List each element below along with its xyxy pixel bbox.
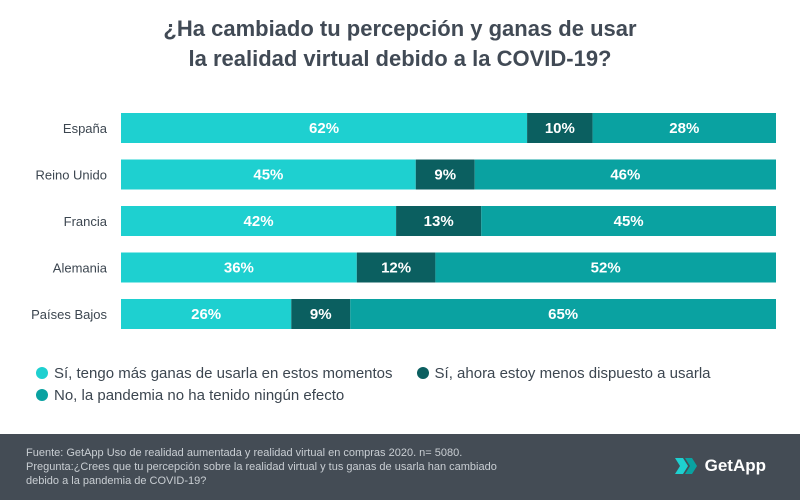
- bar-reino-unido-no-effect: [474, 159, 776, 190]
- question-note-line2: debido a la pandemia de COVID-19?: [26, 475, 207, 487]
- bar-espana-more-desire: [121, 113, 528, 143]
- data-label-reino-unido-less-willing: 9%: [434, 167, 456, 184]
- chart-title-line2: la realidad virtual debido a la COVID-19…: [188, 46, 612, 71]
- stacked-bar-chart: España 62% 10% 28% Reino Unido 45% 9% 46% Franci…: [31, 113, 776, 329]
- data-label-reino-unido-no-effect: 46%: [610, 167, 640, 184]
- legend-swatch-more-desire: [36, 367, 48, 379]
- category-label-alemania: Alemania: [53, 261, 108, 276]
- bar-paises-bajos-less-willing: [291, 299, 351, 329]
- getapp-logo: GetApp: [674, 456, 766, 476]
- legend-swatch-less-willing: [416, 367, 429, 379]
- bar-alemania-less-willing: [356, 252, 436, 283]
- footer: Fuente: GetApp Uso de realidad aumentada…: [0, 434, 800, 500]
- data-label-paises-bajos-no-effect: 65%: [548, 306, 578, 323]
- data-label-francia-less-willing: 13%: [424, 213, 454, 230]
- legend-swatch-no-effect: [36, 389, 48, 401]
- bar-reino-unido-less-willing: [415, 159, 475, 190]
- category-label-reino-unido: Reino Unido: [35, 168, 107, 183]
- data-label-espana-more-desire: 62%: [309, 120, 339, 137]
- chart-title: ¿Ha cambiado tu percepción y ganas de us…: [0, 14, 800, 74]
- legend-label-no-effect: No, la pandemia no ha tenido ningún efec…: [54, 386, 345, 404]
- legend-label-less-willing: Sí, ahora estoy menos dispuesto a usarla: [434, 364, 711, 382]
- data-label-alemania-more-desire: 36%: [224, 260, 254, 277]
- category-label-espana: España: [63, 121, 108, 136]
- bar-paises-bajos-more-desire: [121, 299, 292, 329]
- bar-paises-bajos-no-effect: [350, 299, 776, 329]
- legend-label-more-desire: Sí, tengo más ganas de usarla en estos m…: [54, 364, 393, 382]
- bar-francia-more-desire: [121, 206, 397, 236]
- data-label-paises-bajos-more-desire: 26%: [191, 306, 221, 323]
- legend-item-more-desire: Sí, tengo más ganas de usarla en estos m…: [36, 365, 393, 382]
- bar-alemania-no-effect: [435, 252, 776, 283]
- category-label-francia: Francia: [64, 214, 108, 229]
- bar-espana-no-effect: [592, 113, 776, 143]
- data-label-espana-no-effect: 28%: [669, 120, 699, 137]
- data-label-francia-no-effect: 45%: [614, 213, 644, 230]
- data-label-espana-less-willing: 10%: [545, 120, 575, 137]
- question-note-line1: Pregunta:¿Crees que tu percepción sobre …: [26, 461, 497, 473]
- bar-espana-less-willing: [527, 113, 593, 143]
- bar-francia-less-willing: [396, 206, 482, 236]
- source-note: Fuente: GetApp Uso de realidad aumentada…: [26, 447, 463, 459]
- chart-title-line1: ¿Ha cambiado tu percepción y ganas de us…: [163, 16, 637, 41]
- data-label-francia-more-desire: 42%: [244, 213, 274, 230]
- legend-item-no-effect: No, la pandemia no ha tenido ningún efec…: [36, 387, 344, 404]
- data-label-paises-bajos-less-willing: 9%: [310, 306, 332, 323]
- getapp-logo-text: GetApp: [704, 456, 766, 475]
- data-label-alemania-no-effect: 52%: [591, 260, 621, 277]
- getapp-logo-icon: [674, 458, 697, 474]
- data-label-alemania-less-willing: 12%: [381, 260, 411, 277]
- bar-alemania-more-desire: [121, 252, 357, 283]
- bar-reino-unido-more-desire: [121, 159, 416, 190]
- legend: Sí, tengo más ganas de usarla en estos m…: [36, 362, 796, 406]
- bar-francia-no-effect: [481, 206, 776, 236]
- data-label-reino-unido-more-desire: 45%: [253, 167, 283, 184]
- legend-item-less-willing: Sí, ahora estoy menos dispuesto a usarla: [416, 364, 711, 382]
- category-label-paises-bajos: Países Bajos: [31, 307, 107, 322]
- footer-text: Fuente: GetApp Uso de realidad aumentada…: [26, 446, 626, 488]
